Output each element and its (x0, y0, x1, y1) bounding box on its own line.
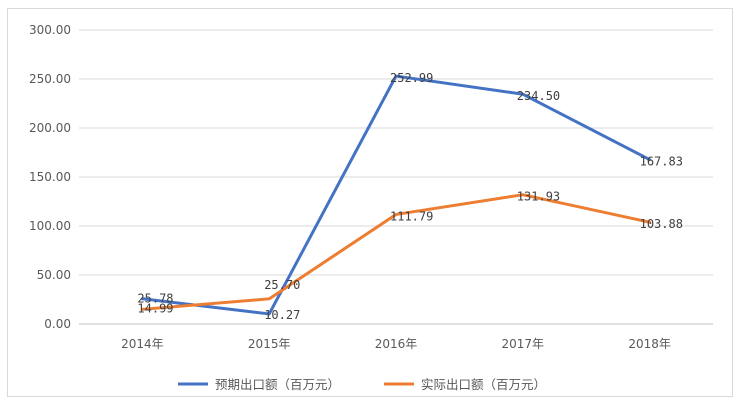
data-label: 25.78 (137, 292, 173, 306)
legend-label: 实际出口额（百万元） (421, 377, 546, 392)
data-label: 111.79 (390, 209, 433, 223)
data-label: 131.93 (517, 190, 560, 204)
chart-frame (7, 8, 733, 397)
x-tick-label: 2016年 (375, 337, 418, 351)
data-label: 14.99 (137, 301, 173, 315)
data-label: 10.27 (264, 308, 300, 322)
legend-label: 预期出口额（百万元） (215, 377, 340, 392)
series-line-1 (140, 74, 652, 316)
y-axis-ticks: 0.00 50.00 100.00 150.00 200.00 250.00 300.00 (29, 23, 71, 331)
y-tick-label: 50.00 (37, 268, 71, 282)
data-label: 25.70 (264, 278, 300, 292)
data-label: 234.50 (517, 89, 560, 103)
x-tick-label: 2018年 (628, 337, 671, 351)
y-tick-label: 150.00 (29, 170, 71, 184)
y-tick-label: 300.00 (29, 23, 71, 37)
series-lines (140, 74, 652, 316)
series-line-2 (140, 193, 652, 311)
data-label: 167.83 (640, 155, 683, 169)
legend: 预期出口额（百万元） 实际出口额（百万元） (178, 377, 546, 392)
y-tick-label: 100.00 (29, 219, 71, 233)
data-label: 252.99 (390, 71, 433, 85)
data-labels: 25.78 10.27 252.99 234.50 167.83 14.99 25.70 11… (137, 71, 683, 322)
y-tick-label: 0.00 (44, 317, 71, 331)
y-tick-label: 250.00 (29, 72, 71, 86)
x-tick-label: 2017年 (502, 337, 545, 351)
x-tick-label: 2015年 (248, 337, 291, 351)
y-tick-label: 200.00 (29, 121, 71, 135)
x-axis-ticks: 2014年 2015年 2016年 2017年 2018年 (121, 337, 671, 351)
x-tick-label: 2014年 (121, 337, 164, 351)
legend-item-1: 预期出口额（百万元） (178, 377, 340, 392)
data-label: 103.88 (640, 217, 683, 231)
legend-item-2: 实际出口额（百万元） (384, 377, 546, 392)
